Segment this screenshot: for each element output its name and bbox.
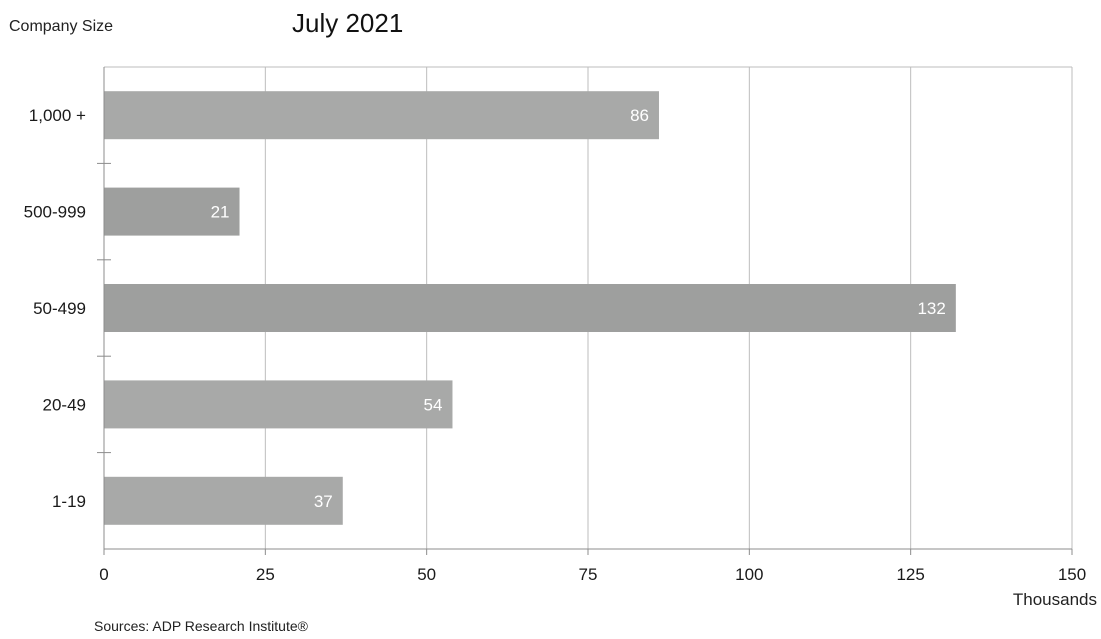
x-tick-label: 0 bbox=[99, 565, 108, 584]
y-tick-label: 1,000 + bbox=[29, 106, 86, 125]
x-axis-unit-label: Thousands bbox=[1012, 590, 1097, 609]
bar-value-label: 54 bbox=[424, 395, 443, 414]
y-tick-label: 20-49 bbox=[43, 395, 86, 414]
bar-1 bbox=[104, 187, 240, 236]
bar-value-label: 37 bbox=[314, 492, 333, 511]
source-note: Sources: ADP Research Institute® bbox=[94, 618, 308, 634]
y-tick-label: 50-499 bbox=[33, 299, 86, 318]
chart-title: July 2021 bbox=[292, 8, 404, 38]
bar-value-label: 132 bbox=[917, 299, 945, 318]
y-axis-title: Company Size bbox=[9, 18, 114, 35]
x-tick-label: 125 bbox=[896, 565, 924, 584]
bar-value-label: 21 bbox=[211, 203, 230, 222]
bar-value-label: 86 bbox=[630, 106, 649, 125]
bar-3 bbox=[104, 380, 453, 429]
y-tick-label: 500-999 bbox=[24, 203, 86, 222]
bar-2 bbox=[104, 284, 956, 332]
x-tick-label: 150 bbox=[1058, 565, 1086, 584]
x-tick-label: 25 bbox=[256, 565, 275, 584]
x-tick-label: 75 bbox=[579, 565, 598, 584]
y-tick-label: 1-19 bbox=[52, 492, 86, 511]
x-tick-label: 50 bbox=[417, 565, 436, 584]
bar-4 bbox=[104, 476, 343, 525]
bar-0 bbox=[104, 91, 659, 140]
x-tick-label: 100 bbox=[735, 565, 763, 584]
